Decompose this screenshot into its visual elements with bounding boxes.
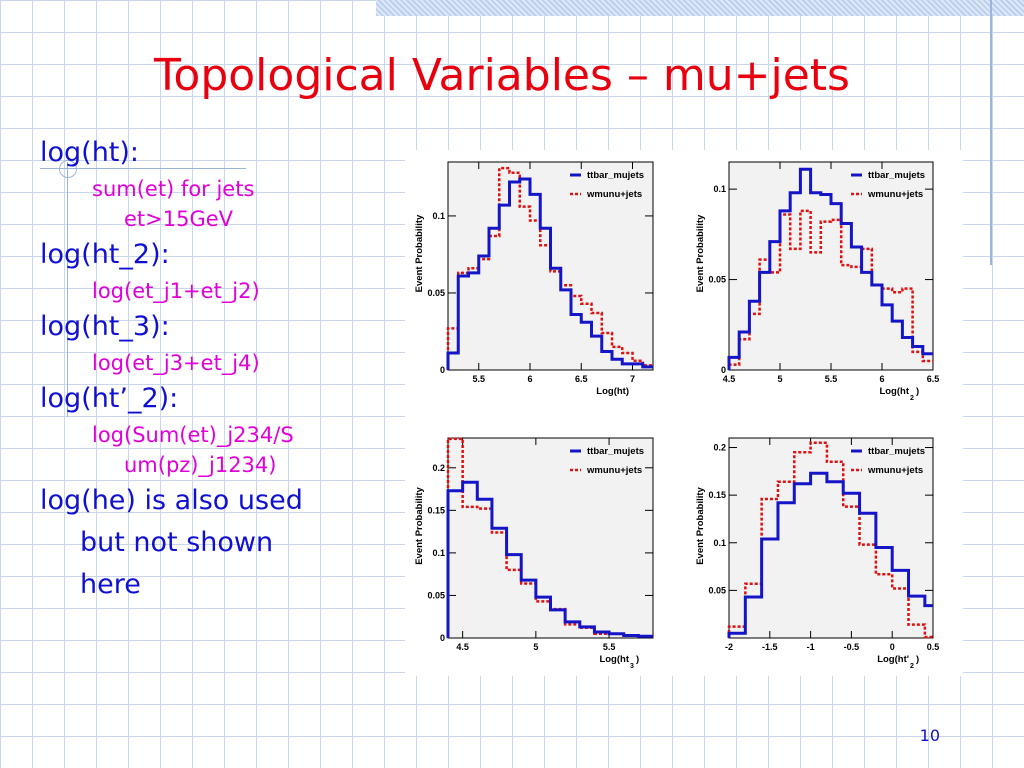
x-tick-label: 0 <box>890 642 895 652</box>
histogram-4: -2 -1.5 -1 -0.5 0 0.5 0.05 0.1 0.15 0.2 ttbar_muje… <box>695 437 940 670</box>
y-tick-label: 0.15 <box>427 505 445 515</box>
x-tick-label: -1 <box>807 642 815 652</box>
x-tick-label: 5.5 <box>825 374 838 384</box>
sub-bullet-line: sum(et) for jets <box>92 177 255 201</box>
sub-bullet-htprime2: log(Sum(et)_j234/S um(pz)_j1234) <box>40 420 360 480</box>
x-tick-label: -1.5 <box>762 642 778 652</box>
x-tick-label: 5 <box>777 374 782 384</box>
bullet-line: but not shown <box>80 527 274 558</box>
sub-bullet-line: et>15GeV <box>124 207 234 231</box>
y-tick-label: 0.1 <box>432 548 445 558</box>
y-tick-label: 0.05 <box>708 585 726 595</box>
y-tick-label: 0.15 <box>708 490 726 500</box>
bullet-guide-line <box>67 162 68 417</box>
x-tick-label: -2 <box>725 642 733 652</box>
x-tick-label: 7 <box>630 374 635 384</box>
y-axis-label: Event Probability <box>695 214 706 292</box>
histogram-3: 4.5 5 5.5 0 0.05 0.1 0.15 0.2 ttbar_mujets wmunu+… <box>414 437 654 670</box>
x-axis-label-paren: ) <box>916 386 919 397</box>
y-tick-label: 0.2 <box>432 463 445 473</box>
y-tick-label: 0 <box>721 365 726 375</box>
x-axis-label-subscript: 3 <box>630 663 634 670</box>
x-axis-label: Log(ht <box>879 386 909 397</box>
series-ttbar-mujets <box>727 471 933 638</box>
y-tick-label: 0.1 <box>713 538 726 548</box>
bullet-line: here <box>80 569 141 600</box>
bullet-divider-line <box>40 168 246 169</box>
legend-label: ttbar_mujets <box>868 170 925 181</box>
bullet-guide-circle <box>59 160 77 178</box>
series-ttbar-mujets <box>446 480 653 638</box>
x-axis-label: Log(ht' <box>877 654 909 665</box>
series-ttbar-mujets <box>446 177 653 370</box>
legend-label: ttbar_mujets <box>587 446 644 457</box>
histogram-grid: 5.5 6 6.5 7 0 0.05 0.1 ttbar_mujets wmunu+jets Lo… <box>414 161 940 670</box>
x-tick-label: 4.5 <box>723 374 736 384</box>
sub-bullet-line: log(Sum(et)_j234/S <box>92 423 294 447</box>
legend-label: wmunu+jets <box>867 465 923 476</box>
histogram-1: 5.5 6 6.5 7 0 0.05 0.1 ttbar_mujets wmunu+jets Lo… <box>414 161 654 397</box>
x-axis-label-subscript: 2 <box>910 663 914 670</box>
series-ttbar-mujets <box>727 167 933 370</box>
y-axis-label: Event Probability <box>414 214 425 292</box>
sub-bullet-ht3: log(et_j3+et_j4) <box>92 351 260 375</box>
x-tick-label: 6 <box>527 374 532 384</box>
bullet-log-htprime2: log(ht’_2): <box>40 383 179 414</box>
legend-label: ttbar_mujets <box>868 446 925 457</box>
sub-bullet-ht2: log(et_j1+et_j2) <box>92 279 260 303</box>
x-axis-label-subscript: 2 <box>910 395 914 402</box>
title-band-decoration <box>376 0 1024 16</box>
legend-label: wmunu+jets <box>586 465 642 476</box>
x-tick-label: 5 <box>533 642 538 652</box>
x-axis-label-paren: ) <box>636 654 639 665</box>
legend-label: ttbar_mujets <box>587 170 644 181</box>
legend-label: wmunu+jets <box>867 189 923 200</box>
y-tick-label: 0.05 <box>427 288 445 298</box>
x-tick-label: -0.5 <box>844 642 860 652</box>
histogram-2: 4.5 5 5.5 6 6.5 0 0.05 0.1 ttbar_mujets wmunu+jet… <box>695 161 940 402</box>
x-tick-label: 4.5 <box>456 642 469 652</box>
x-tick-label: 5.5 <box>603 642 616 652</box>
x-tick-label: 6.5 <box>575 374 588 384</box>
histogram-panel: 5.5 6 6.5 7 0 0.05 0.1 ttbar_mujets wmunu+jets Lo… <box>405 150 963 676</box>
right-edge-decoration <box>990 0 992 265</box>
y-tick-label: 0 <box>440 365 445 375</box>
legend-label: wmunu+jets <box>586 189 642 200</box>
x-axis-label: Log(ht) <box>596 386 629 397</box>
y-tick-label: 0.05 <box>708 275 726 285</box>
bullet-log-ht2: log(ht_2): <box>40 239 170 270</box>
bullet-line: log(he) is also used <box>40 485 303 516</box>
x-axis-label-paren: ) <box>916 654 919 665</box>
slide-title: Topological Variables – mu+jets <box>154 50 850 101</box>
y-tick-label: 0.1 <box>432 211 445 221</box>
x-axis-label: Log(ht <box>599 654 629 665</box>
y-tick-label: 0.05 <box>427 590 445 600</box>
y-axis-label: Event Probability <box>695 486 706 564</box>
y-tick-label: 0 <box>440 633 445 643</box>
y-tick-label: 0.2 <box>713 443 726 453</box>
x-tick-label: 0.5 <box>927 642 940 652</box>
sub-bullet-ht: sum(et) for jets et>15GeV <box>40 174 360 234</box>
bullet-log-he: log(he) is also used but not shown here <box>40 480 360 606</box>
page-number: 10 <box>919 726 940 745</box>
sub-bullet-line: um(pz)_j1234) <box>124 453 277 477</box>
y-axis-label: Event Probability <box>414 486 425 564</box>
x-tick-label: 6 <box>879 374 884 384</box>
bullet-log-ht3: log(ht_3): <box>40 311 170 342</box>
bullet-list: log(ht): sum(et) for jets et>15GeV log(h… <box>40 132 360 606</box>
x-tick-label: 6.5 <box>927 374 940 384</box>
bullet-log-ht: log(ht): <box>40 137 140 168</box>
x-tick-label: 5.5 <box>472 374 485 384</box>
y-tick-label: 0.1 <box>713 184 726 194</box>
